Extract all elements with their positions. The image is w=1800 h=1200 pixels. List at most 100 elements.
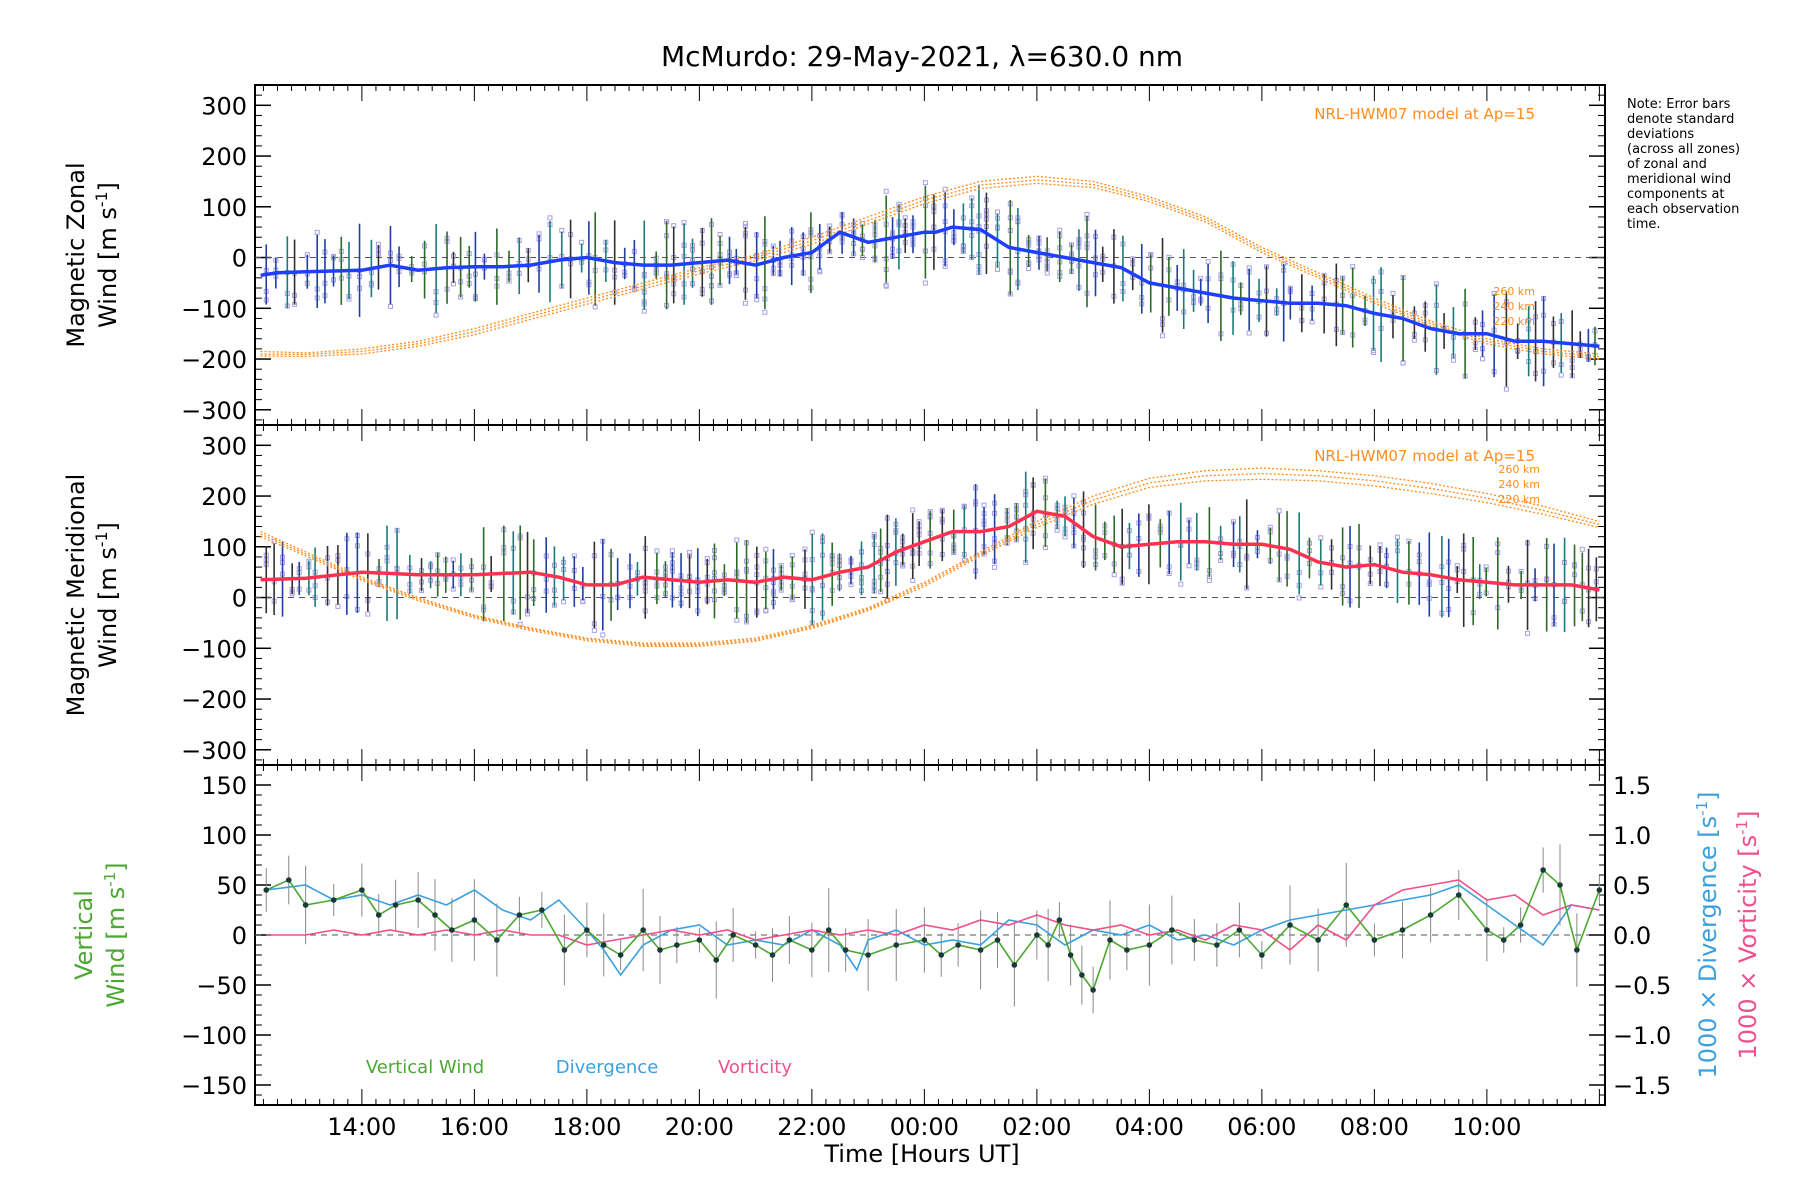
vertical-wind-point: [1146, 942, 1153, 948]
vertical-wind-point: [561, 947, 568, 953]
wind-line: [260, 225, 1600, 349]
y-tick-label: −100: [181, 635, 247, 663]
y-axis-label-line2: Wind [m s-1]: [93, 182, 122, 328]
model-altitude-label: 240 km: [1493, 300, 1535, 313]
note-line: meridional wind: [1627, 172, 1731, 187]
vertical-wind-line: [265, 868, 1601, 992]
note-line: components at: [1627, 187, 1725, 202]
y-tick-label: −300: [181, 397, 247, 425]
model-altitude-label: 240 km: [1498, 478, 1540, 491]
scatter-point: [994, 266, 1000, 272]
scatter-point: [591, 627, 597, 633]
y-tick-label: 300: [201, 432, 247, 460]
model-altitude-label: 260 km: [1493, 285, 1535, 298]
note-line: Note: Error bars: [1627, 97, 1731, 112]
note-line: denote standard: [1627, 112, 1734, 127]
vertical-wind-point: [1107, 937, 1113, 943]
model-curve: [260, 478, 1600, 647]
x-axis: 14:00 16:00 18:00 20:00 22:00 00:00 02:00 04:00…: [327, 1113, 1521, 1141]
y-tick-label: 150: [201, 772, 247, 800]
x-tick-label: 22:00: [777, 1113, 846, 1141]
vertical-wind-point: [302, 902, 309, 908]
y-right-tick-label: 0.5: [1613, 872, 1651, 900]
vertical-wind-point: [1517, 922, 1524, 928]
scatter-point: [547, 215, 553, 221]
scatter-point: [1318, 584, 1324, 590]
x-tick-label: 20:00: [665, 1113, 734, 1141]
scatter-point: [335, 603, 341, 609]
scatter-point: [600, 632, 606, 638]
y-tick-label: −100: [181, 1022, 247, 1050]
y-tick-label: 200: [201, 483, 247, 511]
scatter-point: [1503, 386, 1509, 392]
y-axis-label-line2: Wind [m s-1]: [93, 522, 122, 668]
vertical-wind-point: [893, 942, 900, 948]
vertical-wind-point: [1214, 942, 1220, 948]
scatter-point: [762, 309, 768, 315]
scatter-point: [1160, 333, 1166, 339]
note-line: (across all zones): [1627, 142, 1740, 157]
y-axis-label-line1: Magnetic Zonal: [62, 162, 90, 347]
plot-frame: [254, 424, 1606, 766]
vertical-wind-point: [1079, 972, 1085, 978]
scatter-point: [1178, 581, 1184, 587]
y-right-tick-label: 1.5: [1613, 772, 1651, 800]
y-axis-label: Wind [m s-1]: [101, 862, 130, 1007]
x-tick-label: 18:00: [552, 1113, 621, 1141]
vertical-wind-point: [432, 912, 438, 918]
y-tick-label: −200: [181, 686, 247, 714]
plot-area: [260, 175, 1600, 392]
scatter-point: [942, 186, 948, 192]
scatter-point: [809, 529, 815, 535]
chart-title: McMurdo: 29-May-2021, λ=630.0 nm: [661, 40, 1183, 73]
scatter-point: [1111, 572, 1117, 578]
vertical-wind-point: [1090, 987, 1096, 993]
y-right-tick-label: −1.0: [1613, 1022, 1671, 1050]
scatter-point: [1579, 546, 1585, 552]
legend-entry: Vorticity: [718, 1057, 792, 1078]
vertical-wind-point: [1259, 952, 1265, 958]
vertical-wind-point: [330, 897, 337, 903]
model-curve: [260, 467, 1600, 644]
vertical-wind-point: [696, 937, 703, 943]
scatter-point: [1026, 266, 1032, 272]
y-right-tick-label: 0.0: [1613, 922, 1651, 950]
scatter-point: [883, 188, 889, 194]
panel-meridional: −300 −200 −100 0 100 200 300 NRL-HWM07 model at…: [62, 424, 1606, 766]
y-tick-label: 100: [201, 194, 247, 222]
vertical-wind-point: [415, 897, 421, 903]
vertical-wind-point: [1455, 892, 1462, 898]
panel-zonal: −300 −200 −100 0 100 200 300 NRL-HWM07 model at…: [62, 84, 1606, 426]
scatter-point: [742, 221, 748, 227]
vertical-wind-point: [1124, 947, 1130, 953]
vertical-wind-point: [786, 937, 793, 943]
y-axis-label: 1000 × Divergence [s-1]: [1693, 791, 1722, 1078]
scatter-point: [994, 209, 1000, 215]
scatter-point: [1206, 577, 1212, 583]
scatter-point: [981, 502, 987, 508]
legend-entry: Divergence: [556, 1057, 659, 1078]
scatter-point: [1525, 630, 1531, 636]
vertical-wind-point: [1427, 912, 1434, 918]
y-tick-label: 300: [201, 92, 247, 120]
y-tick-label: 0: [232, 922, 247, 950]
note-line: each observation: [1627, 202, 1739, 217]
divergence-line: [266, 884, 1600, 977]
vertical-wind-point: [1034, 932, 1040, 938]
vertical-wind-point: [825, 927, 832, 933]
vertical-wind-point: [842, 947, 849, 953]
model-curve: [260, 179, 1600, 358]
x-tick-label: 04:00: [1115, 1113, 1184, 1141]
plot-frame: [254, 84, 1606, 426]
wind-line: [260, 509, 1600, 592]
vertical-wind-point: [471, 917, 478, 923]
vertical-wind-point: [713, 957, 720, 963]
scatter-point: [1205, 259, 1211, 265]
vertical-wind-point: [1484, 927, 1490, 933]
vorticity-line: [266, 879, 1600, 952]
vertical-wind-point: [1191, 937, 1198, 943]
vertical-wind-point: [955, 942, 961, 948]
x-tick-label: 02:00: [1002, 1113, 1071, 1141]
